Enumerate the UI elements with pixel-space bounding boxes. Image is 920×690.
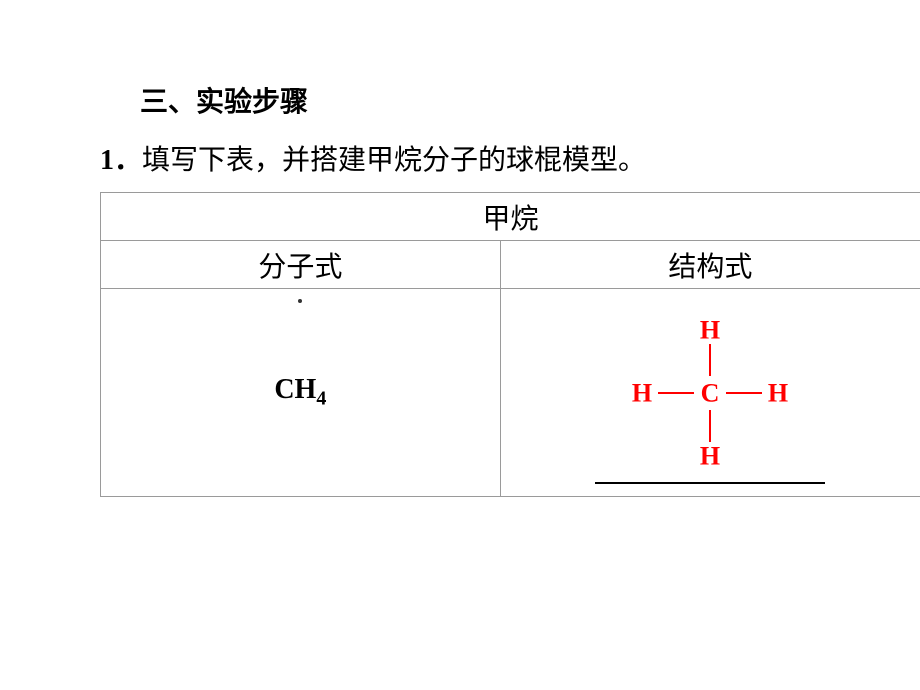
- svg-text:H: H: [632, 378, 652, 407]
- document-content: 三、实验步骤 1．填写下表，并搭建甲烷分子的球棍模型。 甲烷 分子式 结构式 C…: [0, 0, 920, 497]
- molecular-formula: CH4: [274, 374, 326, 405]
- column-structural-formula: 结构式: [500, 241, 920, 289]
- formula-subscript: 4: [316, 388, 326, 410]
- step-number: 1．: [100, 145, 142, 176]
- svg-text:H: H: [768, 378, 788, 407]
- table-data-row: CH4 CHHHH: [101, 289, 920, 497]
- methane-structure-diagram: C H H H H: [600, 308, 820, 478]
- table-header-row: 甲烷: [101, 193, 920, 241]
- answer-underline: [595, 482, 825, 484]
- molecular-formula-cell: CH4: [101, 289, 501, 497]
- svg-text:H: H: [700, 315, 720, 344]
- methane-table: 甲烷 分子式 结构式 CH4 CHHHH: [100, 192, 920, 497]
- structural-formula-cell: C H H H H: [500, 289, 920, 497]
- column-molecular-formula: 分子式: [101, 241, 501, 289]
- section-title: 三、实验步骤: [100, 80, 920, 120]
- formula-base: CH: [274, 374, 316, 405]
- step-instruction: 1．填写下表，并搭建甲烷分子的球棍模型。: [100, 138, 920, 178]
- table-subheader-row: 分子式 结构式: [101, 241, 920, 289]
- svg-text:H: H: [700, 441, 720, 470]
- table-title-cell: 甲烷: [101, 193, 920, 241]
- bullet-dot: [298, 299, 302, 303]
- svg-text:C: C: [701, 378, 720, 407]
- instruction-text: 填写下表，并搭建甲烷分子的球棍模型。: [142, 145, 646, 176]
